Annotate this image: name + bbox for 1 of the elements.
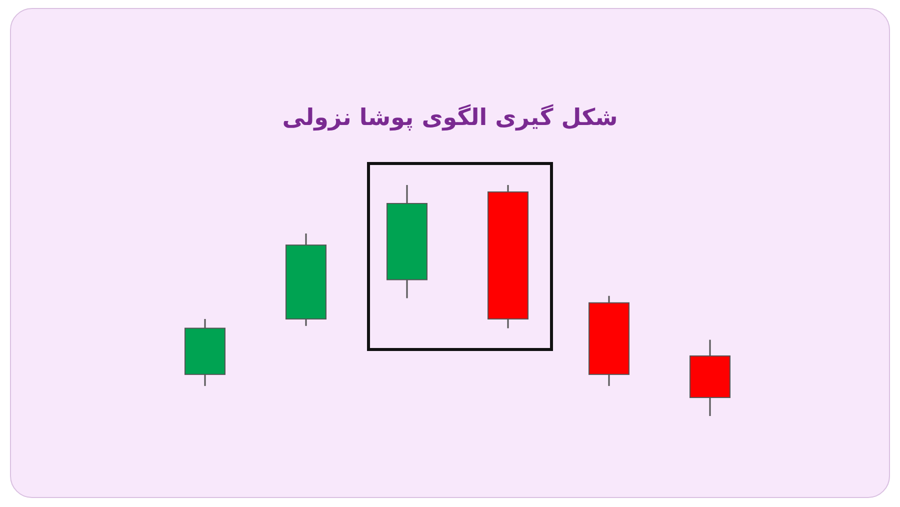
chart-title: شکل گیری الگوی پوشا نزولی (281, 105, 619, 131)
